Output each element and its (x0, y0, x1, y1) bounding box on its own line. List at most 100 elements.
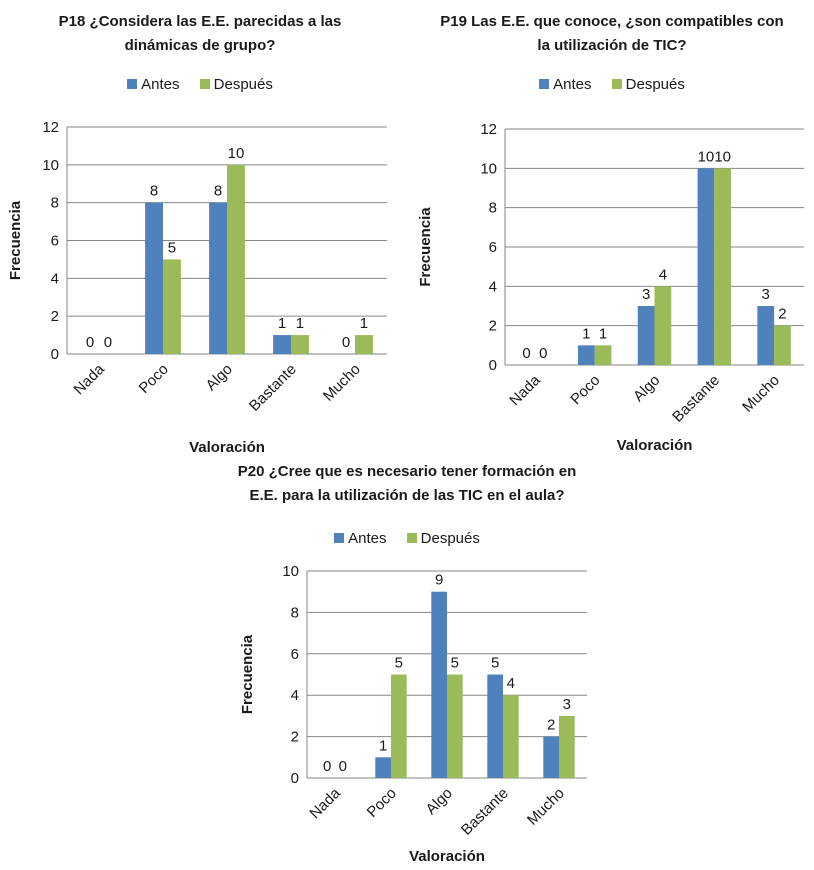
y-tick-label: 0 (291, 770, 299, 787)
bar-despues (291, 335, 309, 354)
y-tick-label: 8 (291, 604, 299, 621)
y-tick-label: 2 (51, 308, 59, 325)
data-label: 1 (582, 325, 590, 342)
x-tick-label: Algo (630, 372, 663, 405)
x-tick-label: Poco (136, 361, 172, 397)
legend-label-despues: Después (420, 530, 480, 547)
legend-swatch-antes (127, 79, 138, 89)
data-label: 0 (539, 345, 547, 362)
legend-label-antes: Antes (553, 76, 592, 93)
y-tick-label: 2 (489, 318, 497, 335)
chart-title-line-2: la utilización de TIC? (537, 37, 687, 54)
x-tick-label: Algo (203, 361, 236, 394)
y-tick-label: 10 (480, 160, 497, 177)
bar-despues (163, 259, 181, 354)
x-tick-label: Nada (70, 360, 108, 398)
y-tick-label: 6 (489, 239, 497, 256)
data-label: 1 (379, 737, 387, 754)
bar-antes (209, 202, 227, 354)
data-label: 5 (451, 655, 459, 672)
data-label: 3 (563, 696, 571, 713)
data-label: 0 (104, 334, 112, 351)
legend-label-despues: Después (625, 76, 685, 93)
x-tick-label: Mucho (524, 785, 568, 829)
bar-despues (774, 325, 791, 365)
data-label: 2 (547, 717, 555, 734)
data-label: 10 (228, 145, 245, 162)
x-tick-label: Nada (306, 784, 344, 822)
y-tick-label: 6 (51, 233, 59, 250)
data-label: 0 (323, 758, 331, 775)
chart-p20: P20 ¿Cree que es necesario tener formaci… (200, 460, 614, 870)
y-tick-label: 4 (291, 687, 299, 704)
x-tick-label: Bastante (669, 372, 723, 426)
legend-swatch-antes (334, 533, 345, 543)
y-tick-label: 4 (51, 270, 59, 287)
bar-despues (447, 674, 463, 778)
y-tick-label: 8 (489, 200, 497, 217)
legend-item-antes: Antes (127, 76, 179, 94)
y-axis-title: Frecuencia (7, 200, 24, 280)
data-label: 8 (150, 183, 158, 200)
data-label: 2 (778, 306, 786, 323)
legend-swatch-antes (539, 79, 550, 89)
bar-antes (487, 674, 503, 778)
data-label: 4 (659, 266, 667, 283)
legend-swatch-despues (406, 533, 417, 543)
y-axis-title: Frecuencia (417, 207, 434, 287)
y-tick-label: 10 (42, 157, 59, 174)
legend-label-despues: Después (213, 76, 273, 93)
x-tick-label: Bastante (246, 361, 300, 415)
bar-antes (431, 591, 447, 778)
y-tick-label: 10 (282, 563, 299, 580)
data-label: 1 (296, 315, 304, 332)
data-label: 0 (342, 334, 350, 351)
y-tick-label: 2 (291, 729, 299, 746)
x-tick-label: Algo (423, 785, 456, 818)
chart-title: P19 Las E.E. que conoce, ¿son compatible… (410, 10, 814, 58)
y-tick-label: 8 (51, 195, 59, 212)
chart-title-line-2: E.E. para la utilización de las TIC en e… (249, 487, 565, 504)
legend-item-despues: Después (406, 530, 480, 548)
chart-legend: Antes Después (410, 76, 814, 94)
chart-title-line-1: P19 Las E.E. que conoce, ¿son compatible… (440, 13, 784, 30)
x-tick-label: Poco (364, 785, 400, 821)
chart-title: P18 ¿Considera las E.E. parecidas a las … (0, 10, 400, 58)
legend-item-antes: Antes (334, 530, 386, 548)
legend-label-antes: Antes (141, 76, 180, 93)
bar-despues (355, 335, 373, 354)
bar-antes (543, 736, 559, 778)
chart-title-line-1: P18 ¿Considera las E.E. parecidas a las (58, 13, 342, 30)
x-tick-label: Mucho (320, 361, 364, 405)
chart-p18: P18 ¿Considera las E.E. parecidas a las … (0, 0, 400, 470)
bar-despues (503, 695, 519, 778)
legend-item-despues: Después (199, 76, 273, 94)
legend-swatch-despues (611, 79, 622, 89)
bar-antes (577, 345, 595, 365)
x-axis-title: Valoración (189, 439, 265, 456)
data-label: 10 (714, 148, 731, 165)
bar-antes (757, 306, 775, 365)
chart-legend: Antes Después (200, 530, 614, 548)
y-tick-label: 12 (42, 119, 59, 136)
x-axis-title: Valoración (617, 437, 693, 454)
chart-title: P20 ¿Cree que es necesario tener formaci… (200, 460, 614, 508)
data-label: 3 (762, 286, 770, 303)
legend-swatch-despues (199, 79, 210, 89)
data-label: 8 (214, 183, 222, 200)
legend-label-antes: Antes (348, 530, 387, 547)
x-axis-title: Valoración (409, 848, 485, 865)
data-label: 1 (360, 315, 368, 332)
data-label: 5 (491, 655, 499, 672)
bar-antes (375, 757, 391, 778)
x-tick-label: Bastante (458, 785, 512, 839)
legend-item-antes: Antes (539, 76, 591, 94)
bar-despues (654, 286, 672, 365)
x-tick-label: Mucho (739, 372, 783, 416)
y-tick-label: 0 (51, 346, 59, 363)
bar-antes (637, 306, 655, 365)
y-tick-label: 0 (489, 357, 497, 374)
data-label: 10 (698, 148, 715, 165)
